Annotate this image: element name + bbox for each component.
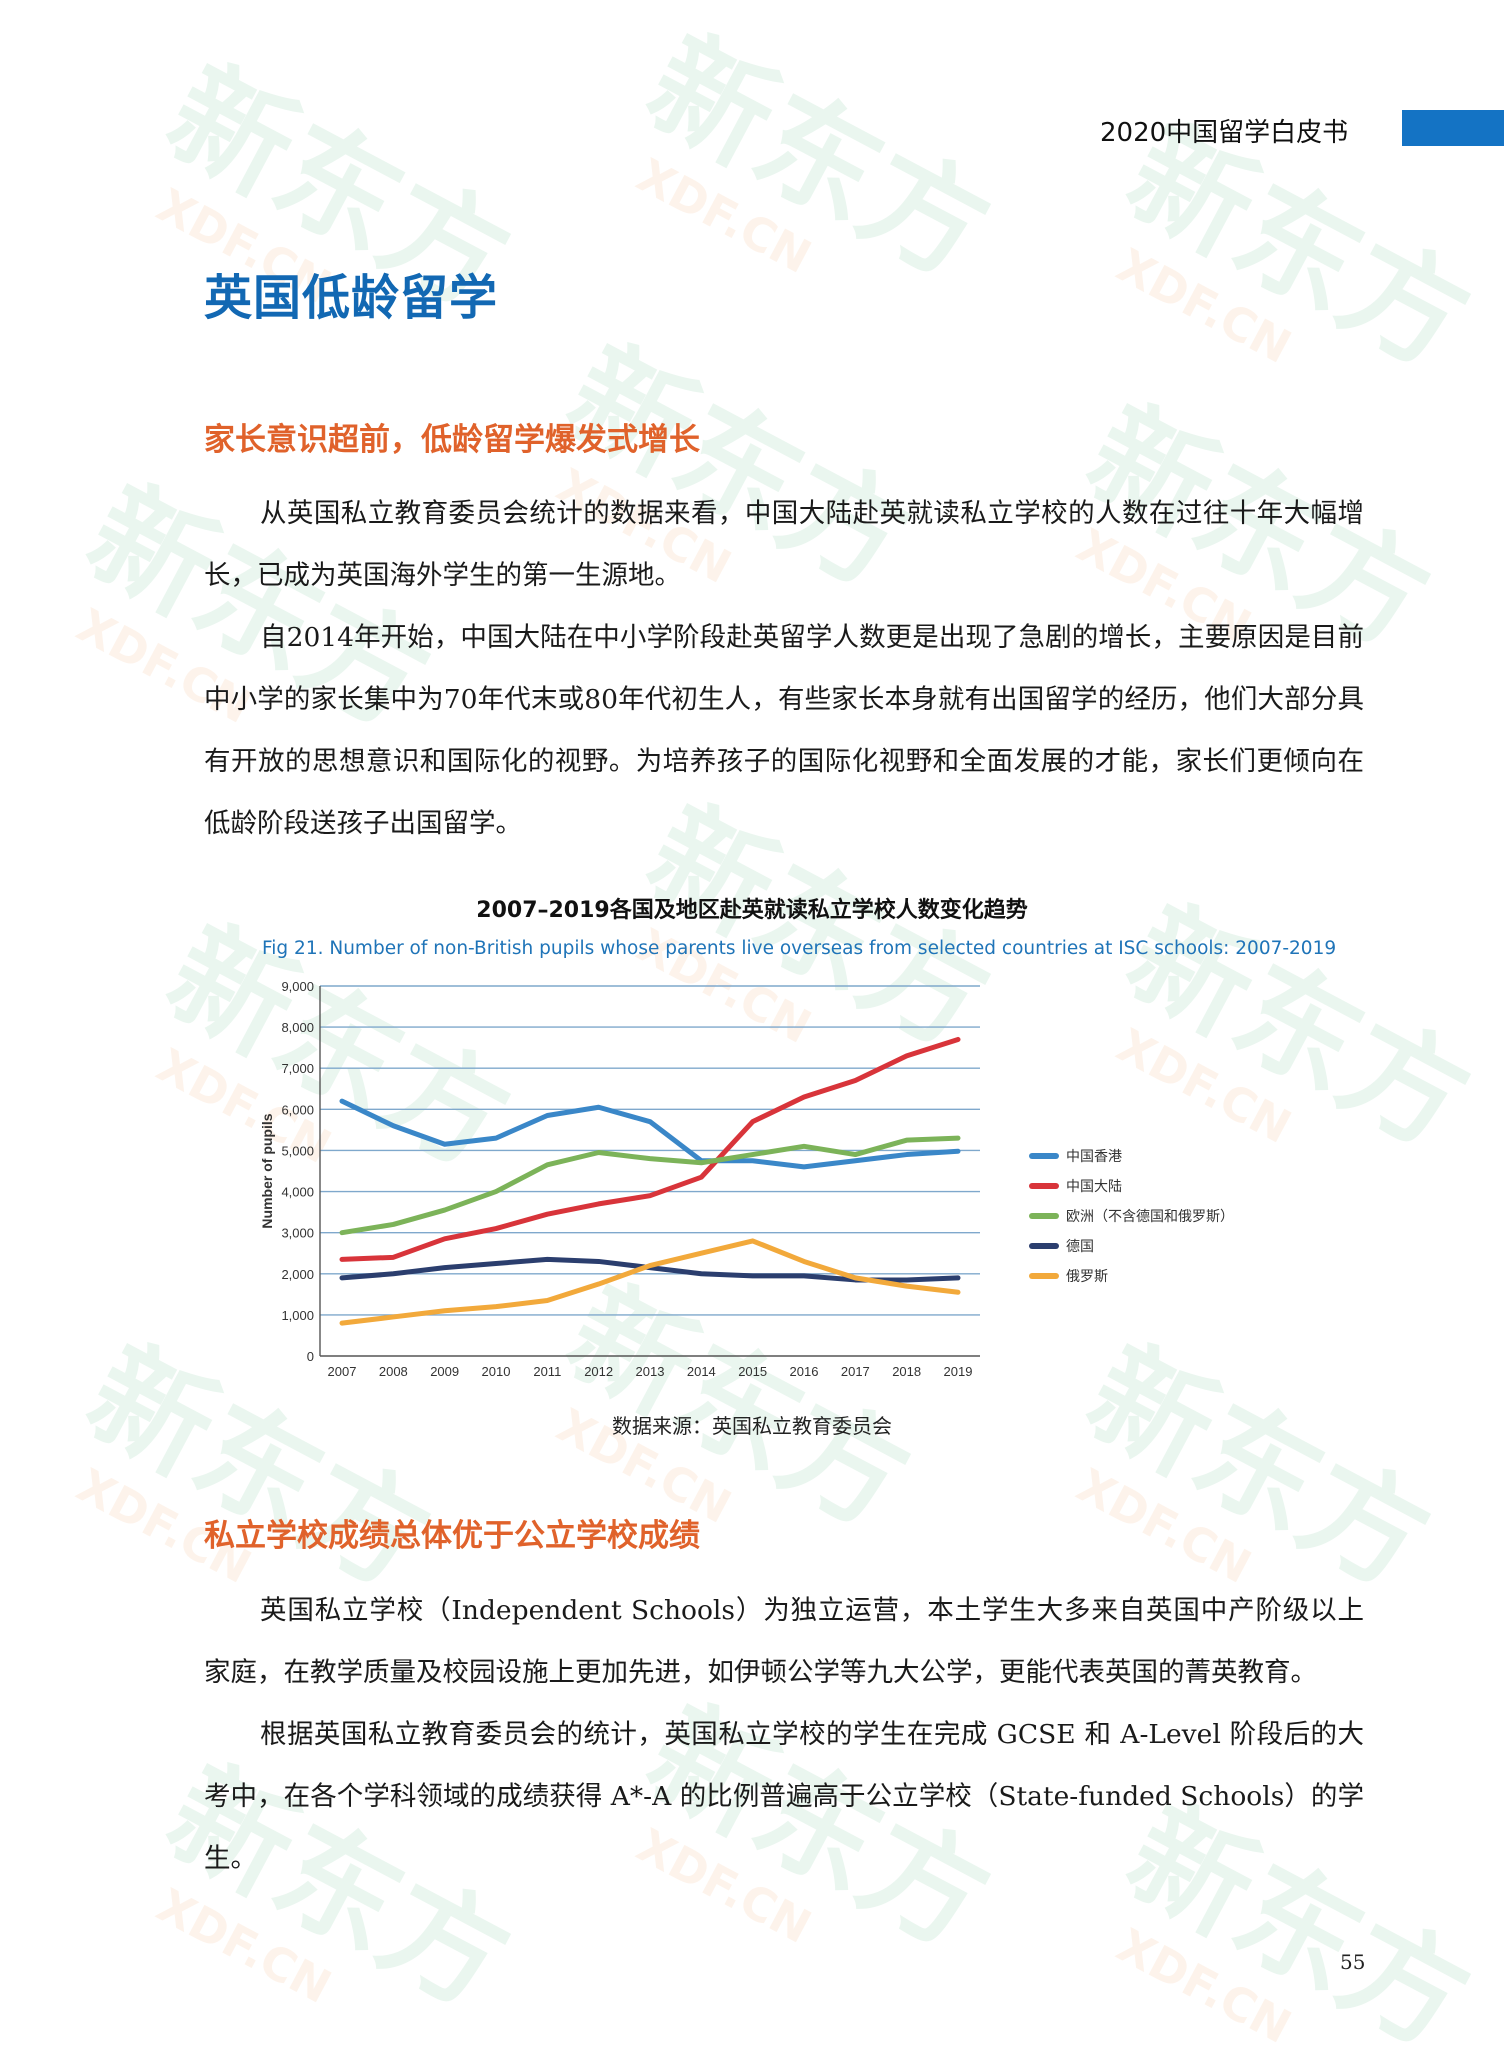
y-tick-label: 6,000 (281, 1102, 314, 1117)
legend-label: 德国 (1066, 1239, 1094, 1255)
x-tick-label: 2019 (944, 1364, 973, 1379)
x-tick-label: 2007 (328, 1364, 357, 1379)
x-tick-label: 2016 (790, 1364, 819, 1379)
x-tick-label: 2013 (636, 1364, 665, 1379)
paragraph-3: 英国私立学校（Independent Schools）为独立运营，本土学生大多来… (204, 1595, 1364, 1688)
y-tick-label: 0 (307, 1349, 314, 1364)
paragraph-4: 根据英国私立教育委员会的统计，英国私立学校的学生在完成 GCSE 和 A-Lev… (204, 1719, 1364, 1874)
y-tick-label: 9,000 (281, 979, 314, 994)
legend-label: 欧洲（不含德国和俄罗斯） (1066, 1209, 1234, 1225)
x-tick-label: 2014 (687, 1364, 716, 1379)
header-title: 2020中国留学白皮书 (1100, 118, 1349, 148)
x-tick-label: 2011 (533, 1364, 561, 1379)
y-tick-label: 1,000 (281, 1308, 314, 1323)
page-number: 55 (1340, 1950, 1366, 1974)
paragraph-1: 从英国私立教育委员会统计的数据来看，中国大陆赴英就读私立学校的人数在过往十年大幅… (204, 498, 1364, 591)
x-tick-label: 2012 (584, 1364, 613, 1379)
page-title: 英国低龄留学 (204, 270, 499, 326)
y-tick-label: 4,000 (281, 1185, 314, 1200)
section-heading-1: 家长意识超前，低龄留学爆发式增长 (204, 422, 700, 458)
x-tick-label: 2010 (482, 1364, 511, 1379)
y-tick-label: 5,000 (281, 1143, 314, 1158)
legend-label: 俄罗斯 (1066, 1269, 1108, 1285)
y-tick-label: 8,000 (281, 1020, 314, 1035)
header-accent-bar (1402, 110, 1504, 146)
x-tick-label: 2009 (430, 1364, 459, 1379)
series-line-1 (339, 1098, 961, 1170)
series-line-3 (339, 1135, 961, 1236)
series-line-4 (339, 1256, 961, 1283)
y-tick-label: 7,000 (281, 1061, 314, 1076)
line-chart: 0 1,000 2,000 3,000 4,000 5,000 6,000 7,000 8,00… (259, 979, 1234, 1379)
series-line-5 (339, 1238, 961, 1326)
y-tick-label: 3,000 (281, 1226, 314, 1241)
source-note: 数据来源：英国私立教育委员会 (612, 1414, 892, 1438)
legend-label: 中国大陆 (1066, 1179, 1122, 1195)
chart-title: 2007–2019各国及地区赴英就读私立学校人数变化趋势 (476, 898, 1028, 923)
x-tick-label: 2017 (841, 1364, 870, 1379)
paragraph-2: 自2014年开始，中国大陆在中小学阶段赴英留学人数更是出现了急剧的增长，主要原因… (204, 622, 1364, 839)
y-tick-label: 2,000 (281, 1267, 314, 1282)
y-axis-label: Number of pupils (259, 1113, 275, 1228)
series-line-2 (339, 1036, 961, 1262)
legend-label: 中国香港 (1066, 1149, 1122, 1165)
figure-caption: Fig 21. Number of non-British pupils who… (262, 938, 1337, 959)
x-tick-label: 2015 (738, 1364, 767, 1379)
x-tick-label: 2018 (892, 1364, 921, 1379)
x-tick-label: 2008 (379, 1364, 408, 1379)
section-heading-2: 私立学校成绩总体优于公立学校成绩 (204, 1518, 700, 1554)
